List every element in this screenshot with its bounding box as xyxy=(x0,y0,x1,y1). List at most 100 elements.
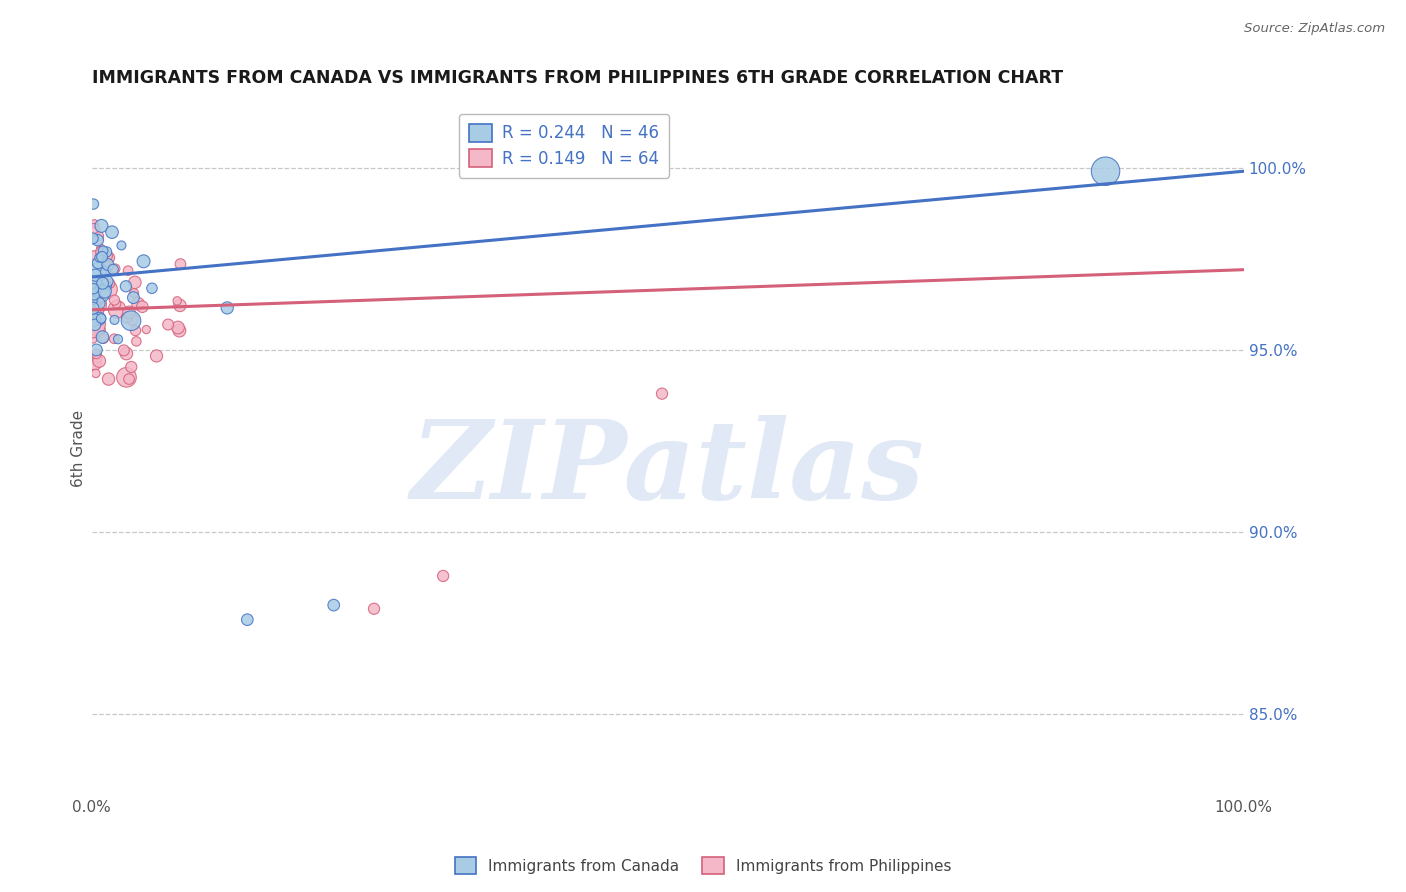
Point xyxy=(145,349,167,363)
Point xyxy=(84,357,107,371)
Point xyxy=(96,244,118,259)
Point xyxy=(91,274,114,288)
Point xyxy=(103,313,125,327)
Point xyxy=(82,332,104,346)
Point xyxy=(90,242,112,256)
Legend: R = 0.244   N = 46, R = 0.149   N = 64: R = 0.244 N = 46, R = 0.149 N = 64 xyxy=(458,114,669,178)
Point xyxy=(86,343,108,357)
Point xyxy=(89,323,111,337)
Point xyxy=(121,312,143,326)
Point xyxy=(124,276,146,290)
Point xyxy=(87,229,110,244)
Point xyxy=(118,305,141,319)
Point xyxy=(120,359,142,374)
Point xyxy=(110,238,132,252)
Point xyxy=(86,294,108,309)
Point xyxy=(115,370,138,384)
Point xyxy=(169,324,191,338)
Point xyxy=(94,279,117,293)
Point xyxy=(83,248,105,262)
Point xyxy=(166,293,188,308)
Point xyxy=(363,601,385,615)
Point xyxy=(89,251,111,265)
Point xyxy=(432,569,454,583)
Point xyxy=(105,302,128,317)
Point xyxy=(120,314,142,328)
Point xyxy=(131,300,153,314)
Point xyxy=(84,367,107,381)
Point xyxy=(118,372,141,386)
Point xyxy=(94,285,117,299)
Point xyxy=(141,281,163,295)
Point xyxy=(103,332,125,346)
Text: Source: ZipAtlas.com: Source: ZipAtlas.com xyxy=(1244,22,1385,36)
Point xyxy=(87,263,110,277)
Point xyxy=(97,282,120,296)
Point xyxy=(217,301,239,315)
Point xyxy=(84,301,107,316)
Point xyxy=(82,325,104,339)
Point xyxy=(83,287,105,301)
Point xyxy=(83,222,105,236)
Point xyxy=(90,286,112,301)
Point xyxy=(105,297,128,311)
Point xyxy=(84,297,107,311)
Point xyxy=(1094,164,1116,178)
Point xyxy=(115,346,138,360)
Point xyxy=(90,219,112,233)
Point xyxy=(91,330,114,344)
Point xyxy=(103,293,125,307)
Point xyxy=(167,320,190,334)
Point xyxy=(96,278,118,293)
Point xyxy=(115,310,138,325)
Point xyxy=(82,293,104,308)
Point xyxy=(91,250,114,264)
Point xyxy=(93,332,115,346)
Point xyxy=(91,244,114,258)
Point xyxy=(97,274,120,288)
Point xyxy=(89,296,111,310)
Point xyxy=(83,313,105,327)
Point xyxy=(86,351,108,365)
Point xyxy=(91,277,114,291)
Point xyxy=(96,249,118,263)
Text: IMMIGRANTS FROM CANADA VS IMMIGRANTS FROM PHILIPPINES 6TH GRADE CORRELATION CHAR: IMMIGRANTS FROM CANADA VS IMMIGRANTS FRO… xyxy=(91,69,1063,87)
Point xyxy=(115,279,138,293)
Point xyxy=(80,318,103,332)
Point xyxy=(169,298,191,312)
Point xyxy=(82,292,104,306)
Point xyxy=(97,372,120,386)
Point xyxy=(84,318,107,332)
Point xyxy=(124,324,146,338)
Point xyxy=(84,268,107,283)
Point xyxy=(83,297,105,311)
Point xyxy=(125,334,148,349)
Point xyxy=(122,291,145,305)
Point xyxy=(651,386,673,401)
Point xyxy=(86,304,108,318)
Point xyxy=(104,261,127,276)
Point xyxy=(122,286,145,301)
Point xyxy=(89,311,111,326)
Point xyxy=(82,275,104,289)
Point xyxy=(107,332,129,346)
Point xyxy=(135,322,157,336)
Point xyxy=(82,231,104,245)
Point xyxy=(87,256,110,270)
Point xyxy=(87,233,110,247)
Text: ZIPatlas: ZIPatlas xyxy=(411,416,925,523)
Point xyxy=(89,354,111,368)
Y-axis label: 6th Grade: 6th Grade xyxy=(72,409,86,487)
Point xyxy=(96,266,118,280)
Point xyxy=(90,311,112,326)
Point xyxy=(97,258,120,272)
Point xyxy=(112,343,135,358)
Point xyxy=(82,197,104,211)
Point xyxy=(98,251,121,265)
Point xyxy=(84,277,107,292)
Point xyxy=(322,598,344,612)
Point xyxy=(90,244,112,259)
Point xyxy=(83,282,105,296)
Point xyxy=(83,217,105,231)
Point xyxy=(94,265,117,279)
